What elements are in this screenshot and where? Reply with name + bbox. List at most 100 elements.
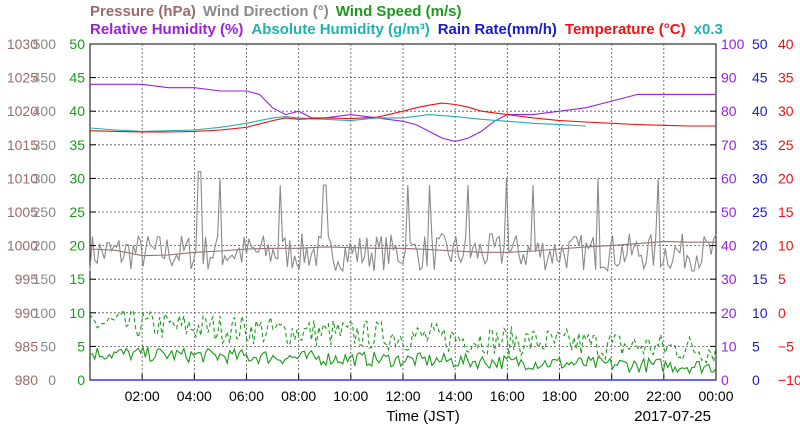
axis-tick-relative-humidity: 60 <box>721 170 737 186</box>
axis-tick-wind-direction: 350 <box>33 137 57 153</box>
legend-entry: Wind Speed (m/s) <box>336 3 462 20</box>
axis-tick-temperature: 30 <box>778 103 794 119</box>
axis-tick-wind-speed: 35 <box>69 137 85 153</box>
series-line-absolute-humidity-g-m-x0-3 <box>89 114 586 132</box>
axis-tick-relative-humidity: 50 <box>721 204 737 220</box>
legend-entry: Absolute Humidity (g/m³) <box>251 21 429 38</box>
series-line-relative-humidity <box>90 83 716 142</box>
x-tick-label: 00:00 <box>698 388 733 404</box>
axis-tick-temperature: 5 <box>778 271 786 287</box>
axis-tick-wind-speed: 15 <box>69 271 85 287</box>
axis-tick-pressure: 1000 <box>7 238 38 254</box>
axes: 9809859909951000100510101015102010251030… <box>7 36 800 404</box>
date-label: 2017-07-25 <box>634 408 711 425</box>
axis-tick-pressure: 1010 <box>7 170 38 186</box>
axis-tick-pressure: 1005 <box>7 204 38 220</box>
series-line-pressure-hpa <box>89 241 716 257</box>
axis-tick-wind-direction: 0 <box>48 372 56 388</box>
legend-entry: Temperature (°C) <box>565 21 686 38</box>
axis-tick-wind-direction: 500 <box>33 36 57 52</box>
series-line-wind-speed-m-s-gust <box>89 308 717 364</box>
legend-entry: Relative Humidity (%) <box>90 21 243 38</box>
x-tick-label: 12:00 <box>385 388 420 404</box>
x-tick-label: 10:00 <box>333 388 368 404</box>
axis-tick-relative-humidity: 20 <box>721 305 737 321</box>
axis-tick-relative-humidity: 70 <box>721 137 737 153</box>
axis-tick-relative-humidity: 80 <box>721 103 737 119</box>
axis-tick-relative-humidity: 30 <box>721 271 737 287</box>
axis-tick-wind-direction: 100 <box>33 305 57 321</box>
x-tick-label: 22:00 <box>646 388 681 404</box>
x-tick-label: 08:00 <box>281 388 316 404</box>
series-layer <box>89 83 717 375</box>
axis-tick-relative-humidity: 0 <box>721 372 729 388</box>
axis-tick-wind-speed: 25 <box>69 204 85 220</box>
axis-tick-rain-rate: 20 <box>752 238 768 254</box>
legend-entry: Pressure (hPa) <box>90 3 196 20</box>
axis-tick-rain-rate: 5 <box>752 338 760 354</box>
axis-tick-temperature: 20 <box>778 170 794 186</box>
axis-tick-wind-direction: 450 <box>33 70 57 86</box>
axis-tick-rain-rate: 25 <box>752 204 768 220</box>
legend-entry: Rain Rate(mm/h) <box>438 21 557 38</box>
x-tick-label: 16:00 <box>490 388 525 404</box>
axis-tick-pressure: 985 <box>15 338 39 354</box>
axis-tick-wind-speed: 50 <box>69 36 85 52</box>
axis-tick-temperature: 35 <box>778 70 794 86</box>
axis-tick-rain-rate: 10 <box>752 305 768 321</box>
x-tick-label: 06:00 <box>229 388 264 404</box>
axis-tick-temperature: 10 <box>778 238 794 254</box>
x-axis-label: Time (JST) <box>386 408 460 425</box>
axis-tick-wind-direction: 250 <box>33 204 57 220</box>
axis-tick-wind-direction: 400 <box>33 103 57 119</box>
axis-tick-pressure: 1025 <box>7 70 38 86</box>
axis-tick-wind-speed: 40 <box>69 103 85 119</box>
axis-tick-wind-direction: 50 <box>40 338 56 354</box>
series-line-wind-speed-m-s <box>89 345 717 375</box>
axis-tick-wind-speed: 30 <box>69 170 85 186</box>
grid <box>90 44 716 380</box>
axis-tick-rain-rate: 35 <box>752 137 768 153</box>
legend: Pressure (hPa) Wind Direction (°) Wind Spe… <box>90 3 723 38</box>
axis-tick-wind-speed: 20 <box>69 238 85 254</box>
series-line-temperature-c <box>89 102 716 133</box>
axis-tick-rain-rate: 0 <box>752 372 760 388</box>
x-tick-label: 14:00 <box>438 388 473 404</box>
axis-tick-relative-humidity: 40 <box>721 238 737 254</box>
axis-tick-temperature: 0 <box>778 305 786 321</box>
axis-tick-wind-speed: 5 <box>77 338 85 354</box>
axis-tick-temperature: −10 <box>778 372 800 388</box>
axis-tick-pressure: 1015 <box>7 137 38 153</box>
axis-tick-pressure: 1020 <box>7 103 38 119</box>
x-tick-label: 18:00 <box>542 388 577 404</box>
axis-tick-pressure: 990 <box>15 305 39 321</box>
series-line-wind-direction <box>89 171 717 273</box>
axis-tick-temperature: −5 <box>778 338 794 354</box>
axis-tick-rain-rate: 15 <box>752 271 768 287</box>
axis-tick-wind-speed: 10 <box>69 305 85 321</box>
axis-tick-pressure: 1030 <box>7 36 38 52</box>
axis-tick-relative-humidity: 100 <box>721 36 745 52</box>
x-tick-label: 20:00 <box>594 388 629 404</box>
axis-tick-rain-rate: 50 <box>752 36 768 52</box>
axis-tick-wind-direction: 150 <box>33 271 57 287</box>
legend-entry: Wind Direction (°) <box>203 3 329 20</box>
axis-tick-rain-rate: 30 <box>752 170 768 186</box>
axis-tick-pressure: 995 <box>15 271 39 287</box>
axis-tick-rain-rate: 45 <box>752 70 768 86</box>
legend-entry: x0.3 <box>694 21 723 38</box>
axis-tick-temperature: 15 <box>778 204 794 220</box>
axis-tick-wind-direction: 200 <box>33 238 57 254</box>
axis-tick-relative-humidity: 90 <box>721 70 737 86</box>
axis-tick-wind-direction: 300 <box>33 170 57 186</box>
x-tick-label: 02:00 <box>125 388 160 404</box>
axis-tick-pressure: 980 <box>15 372 39 388</box>
x-tick-label: 04:00 <box>177 388 212 404</box>
axis-tick-temperature: 25 <box>778 137 794 153</box>
axis-tick-wind-speed: 45 <box>69 70 85 86</box>
axis-tick-temperature: 40 <box>778 36 794 52</box>
axis-tick-rain-rate: 40 <box>752 103 768 119</box>
axis-tick-wind-speed: 0 <box>77 372 85 388</box>
axis-tick-relative-humidity: 10 <box>721 338 737 354</box>
